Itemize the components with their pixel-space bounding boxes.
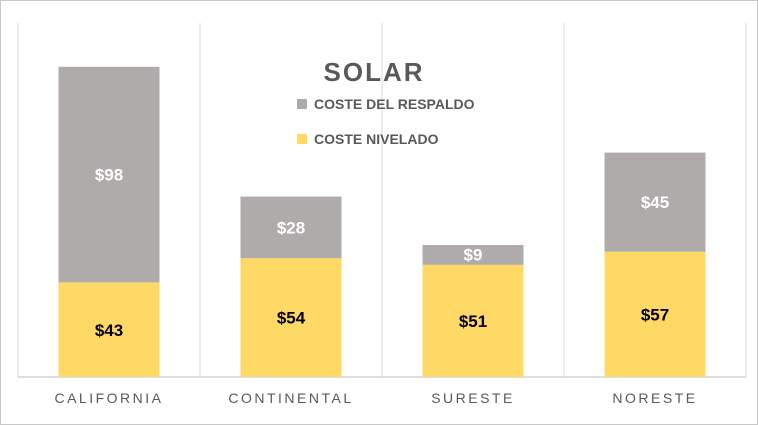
legend-label: COSTE NIVELADO bbox=[314, 131, 439, 147]
category-labels: CALIFORNIA CONTINENTAL SURESTE NORESTE bbox=[54, 390, 697, 406]
bar-coste-nivelado bbox=[58, 282, 160, 377]
legend-swatch bbox=[297, 99, 307, 109]
legend-label: COSTE DEL RESPALDO bbox=[314, 96, 475, 112]
data-label: $54 bbox=[277, 309, 306, 328]
bar-coste-nivelado bbox=[240, 258, 342, 377]
legend: COSTE DEL RESPALDO COSTE NIVELADO bbox=[297, 96, 475, 147]
data-label: $51 bbox=[459, 312, 487, 331]
data-label: $45 bbox=[641, 193, 669, 212]
bar-coste-del-respaldo bbox=[240, 196, 342, 259]
data-label: $28 bbox=[277, 219, 305, 238]
category-label: NORESTE bbox=[612, 390, 697, 406]
bars-layer: $43 $98 $54 $28 $51 $9 $57 $45 bbox=[58, 66, 706, 377]
bar-coste-nivelado bbox=[604, 251, 706, 377]
category-label: SURESTE bbox=[431, 390, 515, 406]
data-label: $43 bbox=[95, 321, 123, 340]
bar-coste-del-respaldo bbox=[422, 245, 524, 265]
category-label: CALIFORNIA bbox=[54, 390, 163, 406]
bar-coste-del-respaldo bbox=[604, 152, 706, 252]
data-label: $98 bbox=[95, 166, 123, 185]
bar-coste-nivelado bbox=[422, 264, 524, 377]
chart-title: SOLAR bbox=[324, 57, 425, 87]
data-label: $57 bbox=[641, 305, 669, 324]
data-label: $9 bbox=[464, 246, 483, 265]
bar-coste-del-respaldo bbox=[58, 66, 160, 283]
category-label: CONTINENTAL bbox=[228, 390, 353, 406]
legend-swatch bbox=[297, 134, 307, 144]
